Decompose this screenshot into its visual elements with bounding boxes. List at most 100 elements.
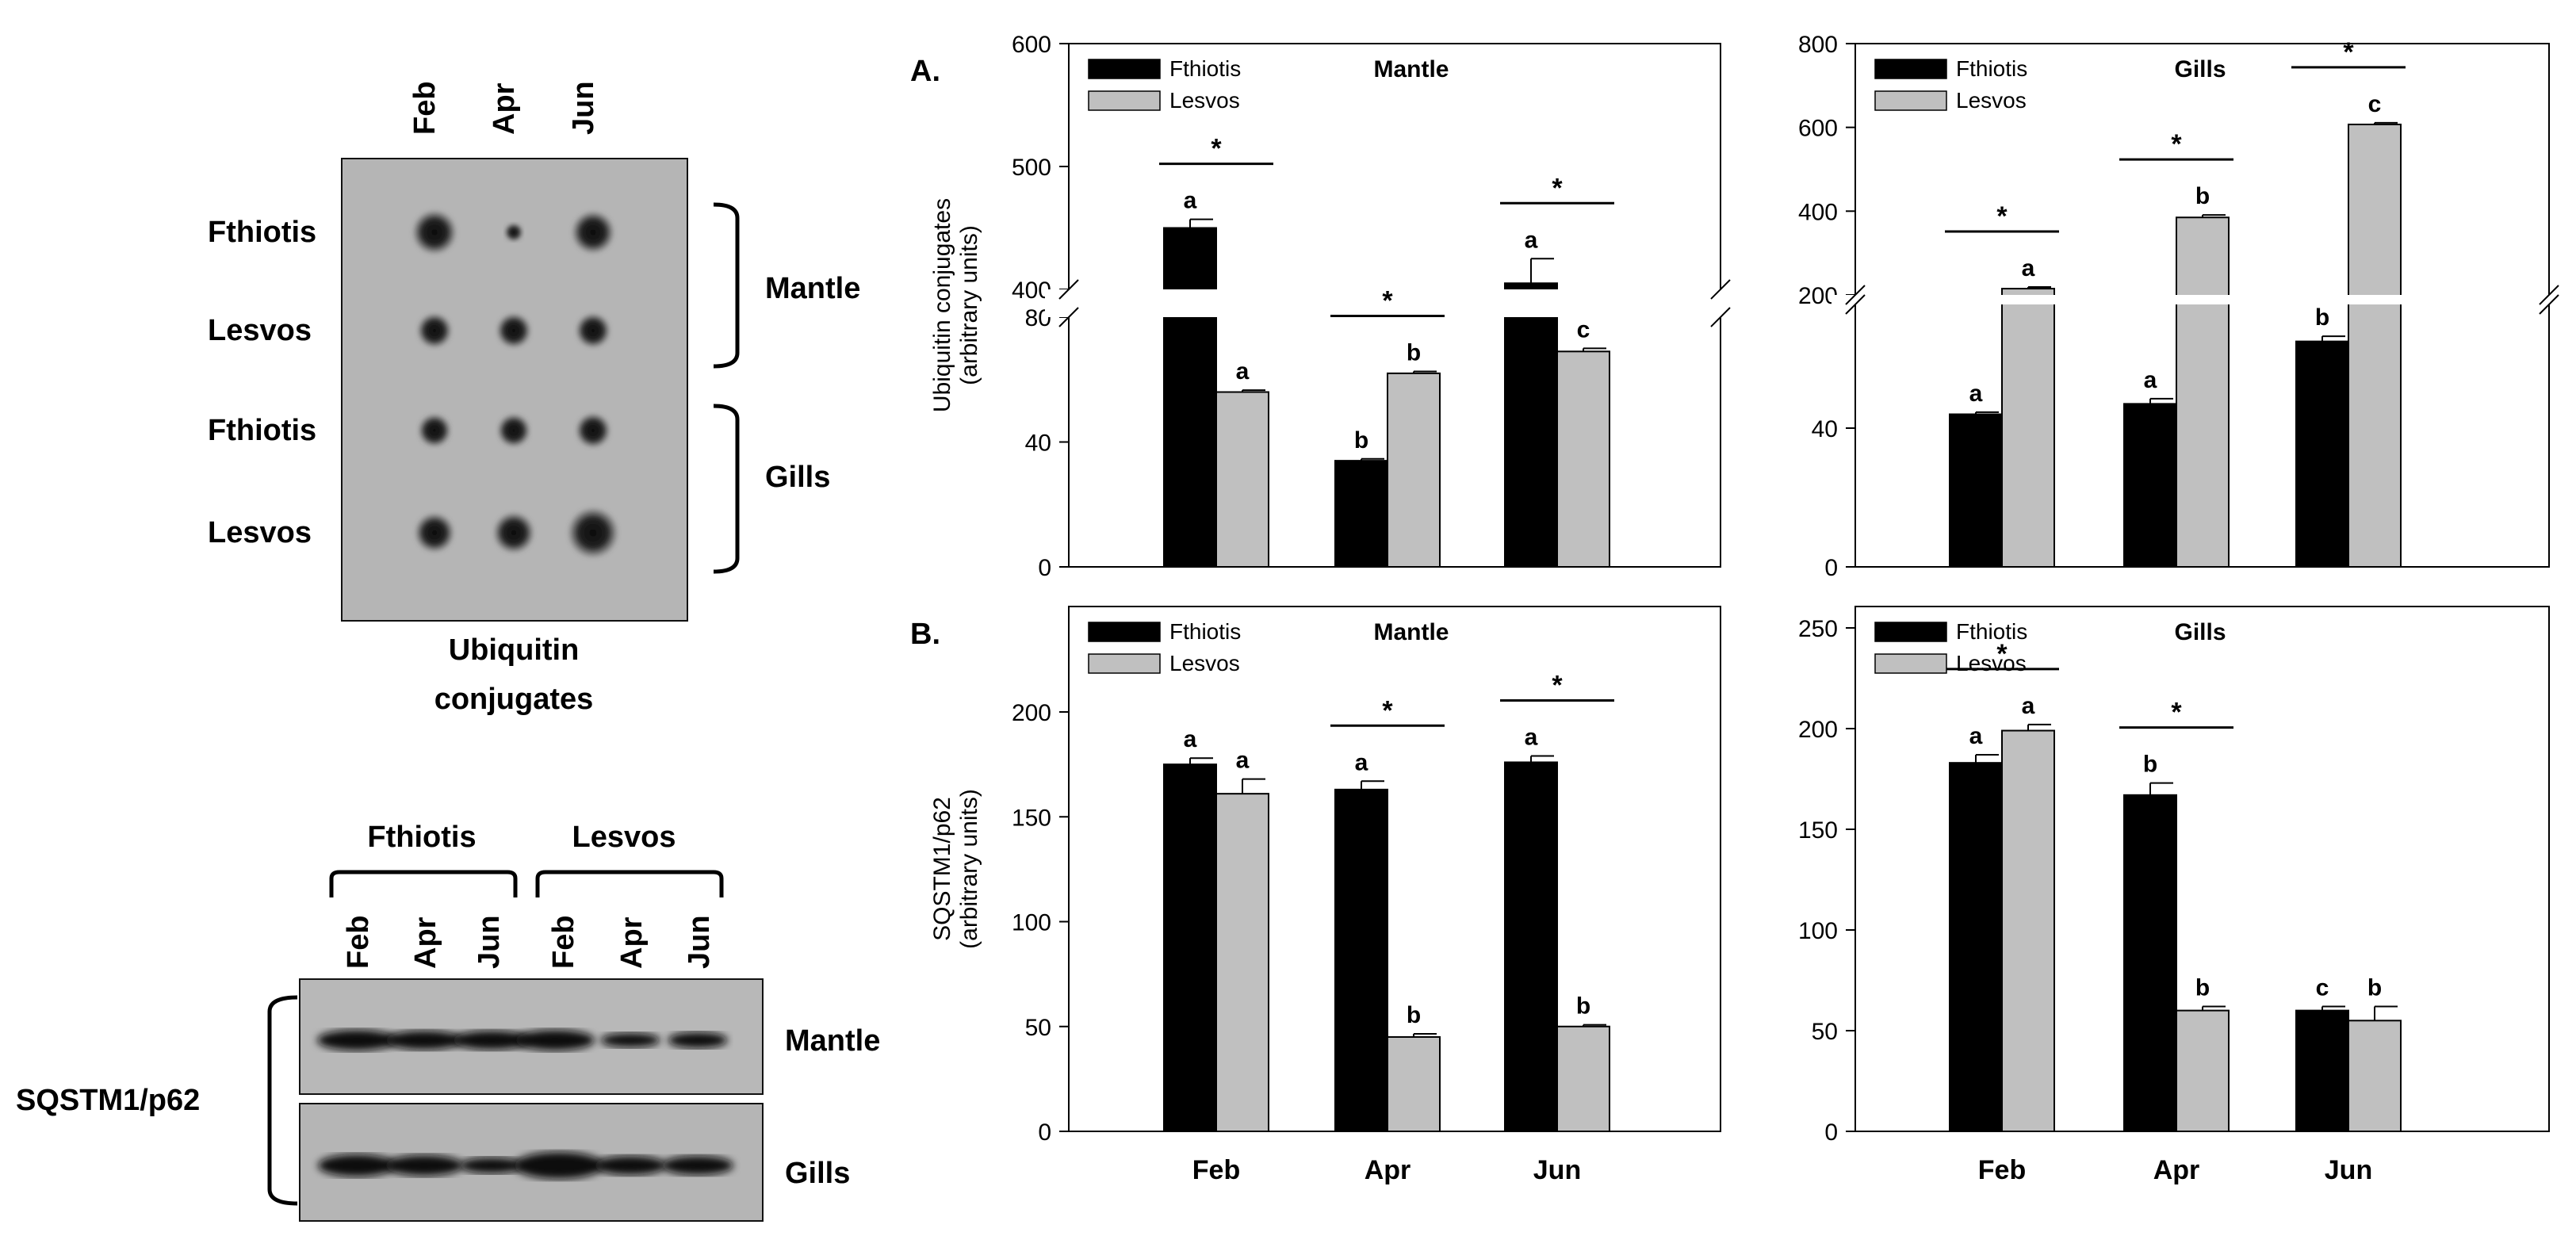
legend-label-fthiotis: Fthiotis [1169,619,1241,644]
bar-fthiotis-jun [1504,761,1558,1132]
bar-lesvos-feb [2001,729,2055,1132]
y-axis-label-line-1: SQSTM1/p62 [929,797,955,941]
y-tick-label: 0 [1038,1119,1051,1146]
significance-letter: a [1969,723,1983,749]
x-tick-label-feb: Feb [1978,1155,2026,1185]
legend-label-fthiotis: Fthiotis [1169,56,1241,81]
axis-break-mark [1710,307,1731,327]
significance-letter: b [2195,183,2210,209]
significance-letter: a [2022,255,2035,281]
dot-blot-panel: Feb Apr Jun Fthiotis Lesvos Fthiotis Lesvos M… [208,81,860,716]
y-tick-label: 800 [1798,32,1838,58]
western-band-gills [385,1155,463,1176]
significance-star: * [1382,695,1393,725]
axis-break-mark [2539,294,2559,315]
legend-label-fthiotis: Fthiotis [1956,56,2027,81]
significance-letter: a [1236,358,1250,385]
significance-star: * [1552,173,1563,203]
western-lane-label-4: Apr [615,917,649,969]
chart-title: Gills [2174,619,2226,645]
western-band-gills [318,1154,396,1177]
significance-star: * [1996,639,2008,669]
significance-letter: b [1576,993,1590,1020]
y-axis-label-line-2: (arbitrary units) [956,225,982,385]
bar-fthiotis-apr [1334,788,1388,1132]
bar-fthiotis-apr [2123,794,2177,1132]
axis-break-mark [1058,307,1079,327]
significance-letter: b [2367,975,2382,1001]
bar-lesvos-feb [1215,793,1269,1133]
label-clip-mask [896,1015,928,1062]
dot-blot-spot [498,415,530,446]
dot-blot-gills-label: Gills [765,461,830,494]
western-lane-label-1: Apr [409,917,442,969]
axis-break-gap [1045,289,1744,317]
dot-blot-month-label-apr: Apr [488,82,521,135]
bar-fthiotis-apr [2123,403,2177,568]
legend-label-lesvos: Lesvos [1169,651,1240,675]
significance-star: * [1382,286,1393,316]
western-band-mantle [515,1030,595,1050]
bar-fthiotis-apr [1334,460,1388,568]
y-tick-label: 200 [1798,717,1838,743]
axis-break-gap [1832,295,2573,304]
western-lane-label-2: Jun [473,915,506,969]
western-lane-label-5: Jun [683,915,716,969]
chart-title: Mantle [1373,56,1449,82]
dot-blot-spot [419,415,450,446]
dot-blot-month-label-jun: Jun [567,81,600,135]
dot-blot-spot [497,314,530,347]
significance-star: * [2171,698,2182,728]
y-tick-label: 500 [1012,155,1051,181]
dot-blot-spot [572,212,614,253]
dot-blot-spot [494,513,534,553]
bar-lesvos-jun [2348,123,2402,568]
legend-swatch-lesvos [1088,653,1161,674]
significance-star: * [1552,671,1563,701]
dot-blot-caption-line-2: conjugates [434,683,594,716]
legend-label-lesvos: Lesvos [1956,88,2027,113]
significance-letter: b [2315,304,2329,331]
bar-lesvos-apr [2176,216,2230,568]
y-tick-label: 150 [1012,805,1051,831]
bar-lesvos-jun [2348,1020,2402,1133]
legend-swatch-lesvos [1088,90,1161,111]
dot-blot-spot [576,314,610,347]
legend-label-fthiotis: Fthiotis [1956,619,2027,644]
significance-letter: a [1184,726,1197,752]
y-tick-label: 200 [1798,283,1838,309]
significance-letter: a [1969,381,1983,407]
significance-letter: b [2195,975,2210,1001]
bar-fthiotis-feb [1163,227,1217,568]
significance-letter: a [1355,749,1368,775]
significance-letter: a [1525,227,1538,253]
gills-bracket [713,404,740,574]
western-gills-label: Gills [785,1157,850,1190]
bar-fthiotis-feb [1949,762,2003,1132]
y-tick-label: 600 [1012,32,1051,58]
y-axis-label-line-1: Ubiquitin conjugates [929,198,955,412]
bar-lesvos-apr [2176,1009,2230,1132]
bar-fthiotis-jun [1504,282,1558,568]
significance-letter: c [2368,91,2382,117]
axis-break-mark [1710,279,1731,300]
mantle-bracket [713,202,740,369]
bar-fthiotis-feb [1163,763,1217,1132]
y-tick-label: 600 [1798,116,1838,142]
western-band-mantle [453,1031,530,1050]
bar-lesvos-apr [1387,372,1441,568]
legend-label-lesvos: Lesvos [1956,651,2027,675]
y-tick-label: 100 [1012,910,1051,936]
dot-blot-row-label-3: Lesvos [208,516,312,549]
western-blot-panel: Fthiotis Lesvos Feb Apr Jun Feb Apr Jun Mantl… [16,821,928,1222]
bar-lesvos-feb [1215,391,1269,568]
bar-lesvos-apr [1387,1035,1441,1132]
significance-letter: a [1236,748,1250,774]
legend-swatch-fthiotis [1874,622,1947,642]
western-protein-bracket [267,995,298,1206]
western-lane-label-3: Feb [547,915,580,969]
significance-letter: c [1577,316,1590,342]
x-tick-label-feb: Feb [1192,1155,1240,1185]
